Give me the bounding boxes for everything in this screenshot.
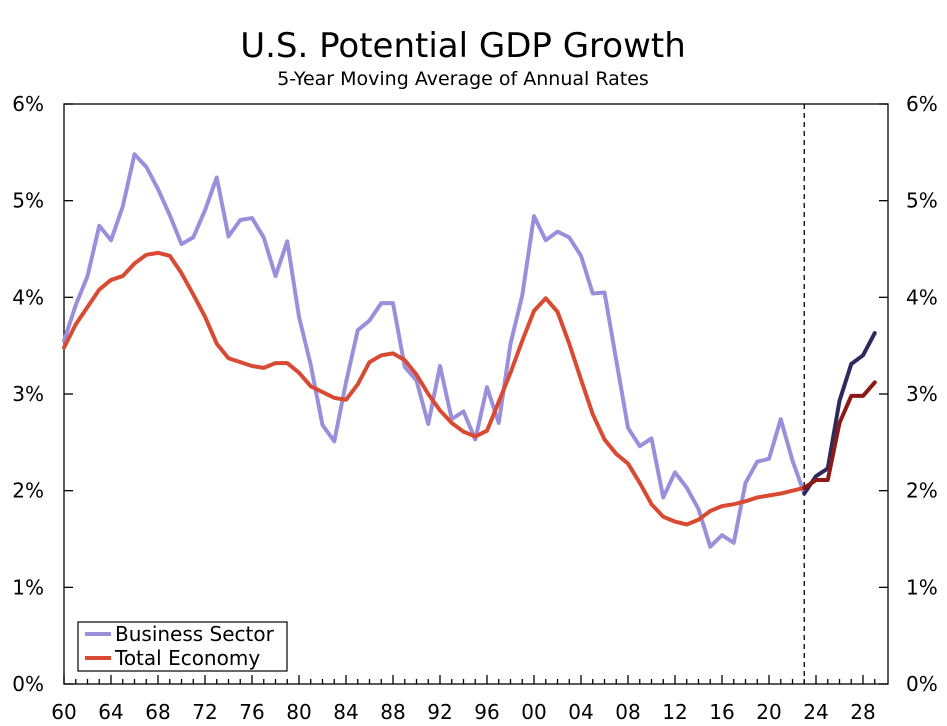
x-tick-label: 04 — [568, 700, 593, 724]
x-tick-label: 16 — [709, 700, 734, 724]
y-tick-label-left: 4% — [12, 285, 44, 309]
y-tick-label-right: 5% — [906, 189, 938, 213]
series-layer — [62, 152, 877, 549]
x-tick-label: 80 — [286, 700, 311, 724]
x-tick-label: 12 — [662, 700, 687, 724]
legend: Business Sector Total Economy — [77, 621, 288, 672]
y-tick-label-left: 1% — [12, 575, 44, 599]
legend-label-total-economy: Total Economy — [114, 646, 260, 670]
y-tick-label-left: 0% — [12, 672, 44, 696]
x-tick-label: 60 — [51, 700, 76, 724]
x-tick-label: 92 — [427, 700, 452, 724]
y-tick-label-left: 6% — [12, 92, 44, 116]
y-tick-label-right: 1% — [906, 575, 938, 599]
x-tick-label: 84 — [333, 700, 358, 724]
series-line-total-economy — [62, 250, 807, 527]
x-tick-label: 24 — [803, 700, 828, 724]
legend-box — [77, 621, 288, 672]
x-axis: 60 64 68 72 76 80 84 88 92 96 00 04 08 12 16 20 24 28 — [51, 675, 876, 724]
y-tick-label-right: 4% — [906, 285, 938, 309]
chart-subtitle: 5-Year Moving Average of Annual Rates — [277, 68, 649, 90]
x-tick-label: 28 — [850, 700, 875, 724]
y-tick-label-right: 3% — [906, 382, 938, 406]
series-line-business-sector — [62, 152, 807, 549]
x-tick-label: 88 — [380, 700, 405, 724]
x-tick-label: 72 — [192, 700, 217, 724]
plot-border — [63, 103, 889, 685]
y-tick-label-right: 2% — [906, 479, 938, 503]
legend-label-business-sector: Business Sector — [115, 622, 275, 646]
x-tick-label: 64 — [98, 700, 123, 724]
y-tick-label-left: 3% — [12, 382, 44, 406]
y-tick-label-right: 6% — [906, 92, 938, 116]
chart-title: U.S. Potential GDP Growth — [240, 26, 686, 66]
x-tick-label: 68 — [145, 700, 170, 724]
y-tick-label-left: 5% — [12, 189, 44, 213]
y-axis-right: 0% 1% 2% 3% 4% 5% 6% — [879, 92, 938, 696]
y-tick-label-left: 2% — [12, 479, 44, 503]
plot-frame — [63, 103, 889, 685]
series-forecast-business-sector — [802, 331, 877, 496]
x-tick-label: 96 — [474, 700, 499, 724]
x-tick-label: 08 — [615, 700, 640, 724]
x-tick-label: 76 — [239, 700, 264, 724]
series-forecast-total-economy — [802, 380, 877, 490]
y-tick-label-right: 0% — [906, 672, 938, 696]
y-axis-left: 0% 1% 2% 3% 4% 5% 6% — [12, 92, 73, 696]
x-tick-label: 00 — [521, 700, 546, 724]
x-tick-label: 20 — [756, 700, 781, 724]
